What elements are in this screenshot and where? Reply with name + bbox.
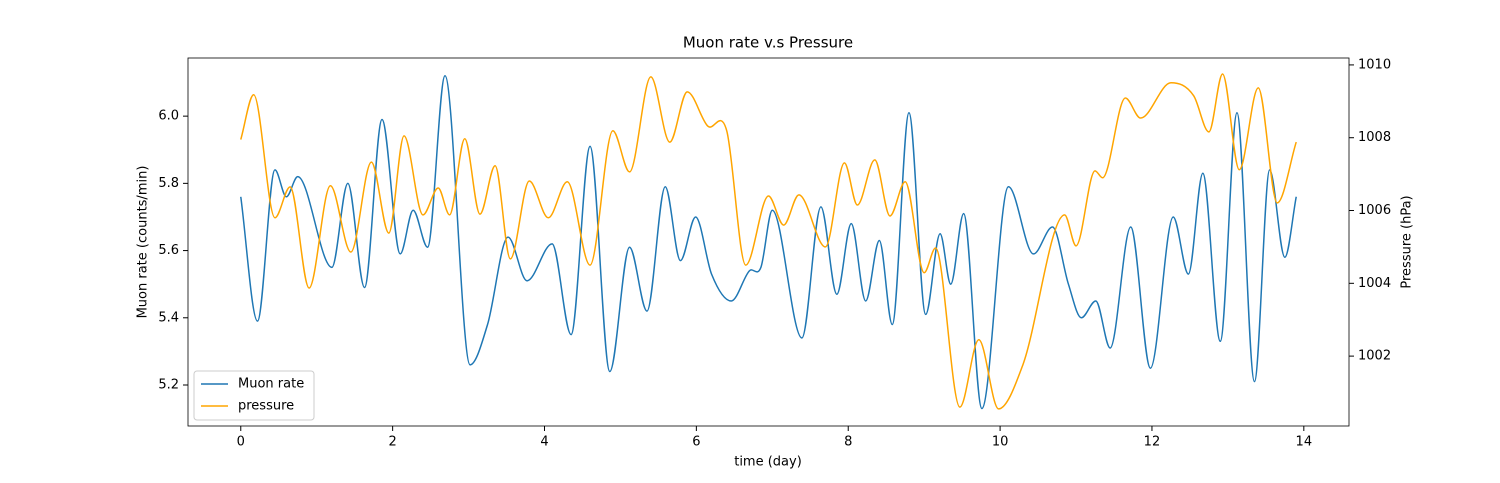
x-tick-label: 0	[237, 435, 245, 450]
y-tick-label: 5.8	[158, 176, 179, 191]
plot-frame	[187, 57, 1350, 427]
y-tick-label: 5.6	[158, 243, 179, 258]
y2-tick-label: 1004	[1358, 276, 1391, 291]
x-tick-label: 2	[388, 435, 396, 450]
x-tick-label: 4	[540, 435, 548, 450]
legend-label: Muon rate	[238, 377, 304, 392]
y2-tick-label: 1010	[1358, 57, 1391, 72]
y2-axis-label: Pressure (hPa)	[1400, 195, 1415, 288]
x-tick-label: 12	[1144, 435, 1161, 450]
y2-tick-label: 1008	[1358, 130, 1391, 145]
chart-title: Muon rate v.s Pressure	[683, 34, 853, 52]
legend-label: pressure	[238, 399, 294, 414]
y2-tick-label: 1002	[1358, 349, 1391, 364]
x-axis-label: time (day)	[734, 455, 802, 470]
y-tick-label: 5.4	[158, 310, 179, 325]
y-tick-label: 5.2	[158, 377, 179, 392]
y2-tick-label: 1006	[1358, 203, 1391, 218]
line-series	[240, 75, 1297, 410]
x-tick-label: 10	[992, 435, 1009, 450]
x-tick-label: 6	[692, 435, 700, 450]
x-tick-label: 8	[844, 435, 852, 450]
x-tick-label: 14	[1296, 435, 1313, 450]
y-axis-label: Muon rate (counts/min)	[136, 166, 151, 319]
line-series	[240, 73, 1297, 410]
y-tick-label: 6.0	[158, 109, 179, 124]
